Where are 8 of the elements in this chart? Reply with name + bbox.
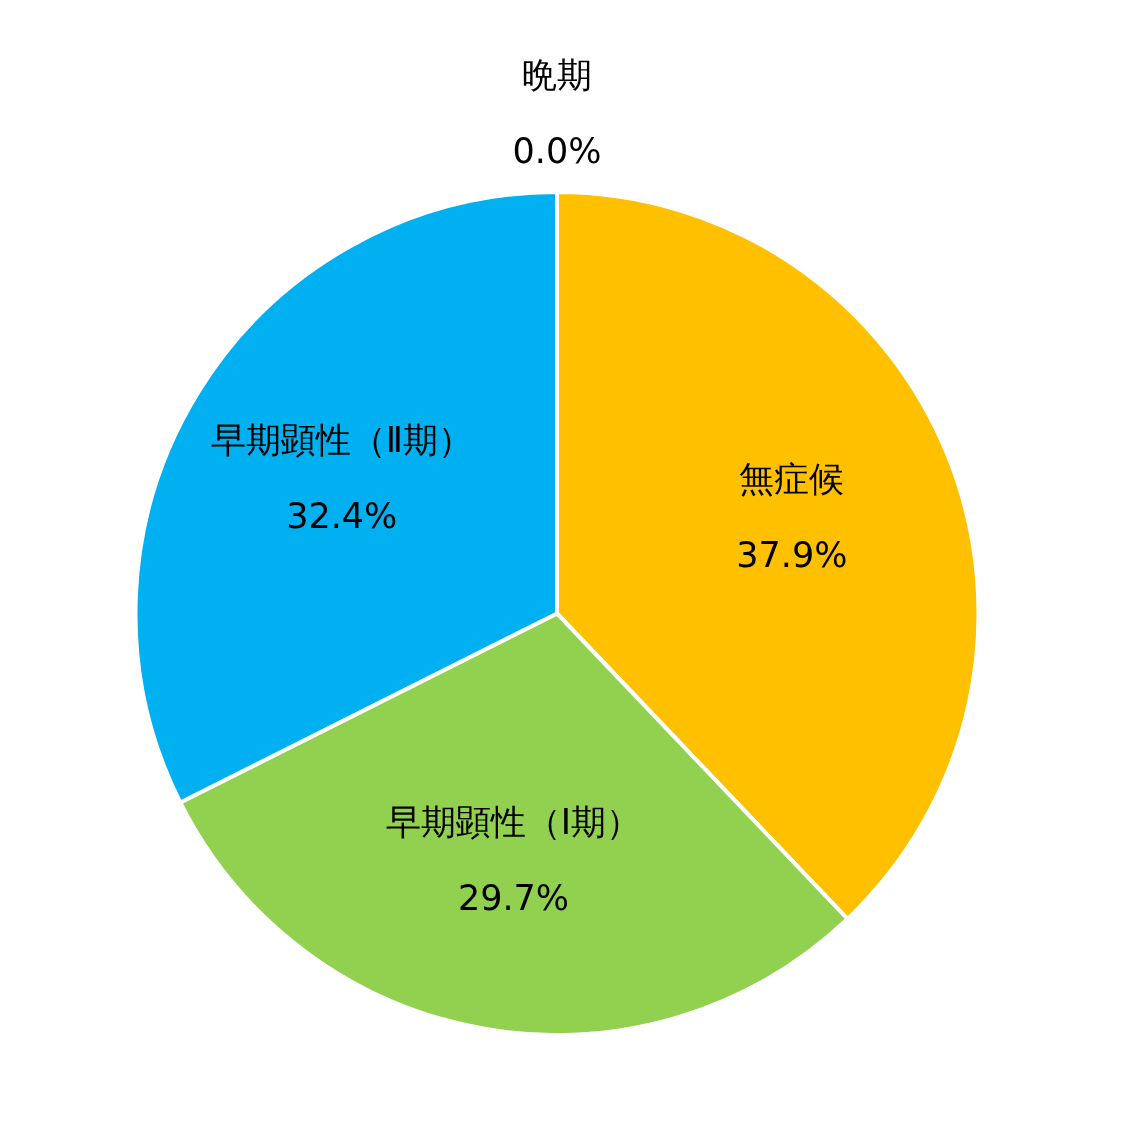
data-label: 32.4% (286, 495, 398, 536)
data-label: 37.9% (736, 534, 848, 575)
text: 0.0% (512, 131, 602, 172)
slice-label: 早期顕性（Ⅱ期） (210, 419, 473, 460)
data-label: 29.7% (457, 877, 570, 918)
category-label: 晩期 (522, 55, 592, 96)
slice-label: 早期顕性（Ⅰ期） (385, 801, 642, 842)
slice-label: 無症候 (739, 458, 845, 499)
